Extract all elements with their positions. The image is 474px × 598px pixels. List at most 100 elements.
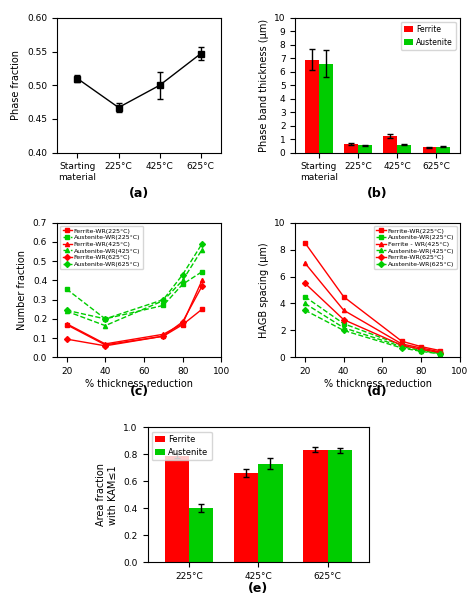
Ferrite-WR(625°C) xyxy=(199,283,205,290)
Austenite-WR(425°C) xyxy=(418,347,424,354)
Bar xyxy=(319,64,333,152)
Austenite-WR(425°C) xyxy=(341,324,346,331)
Austenite-WR(225°C) xyxy=(180,280,185,288)
Ferrite-WR(425°C) xyxy=(160,331,166,338)
Ferrite-WR(625°C) xyxy=(102,342,108,349)
Ferrite-WR(225°C) xyxy=(399,338,405,345)
Legend: Ferrite-WR(225°C), Austenite-WR(225°C), Ferrite-WR(425°C), Austenite-WR(425°C), : Ferrite-WR(225°C), Austenite-WR(225°C), … xyxy=(60,226,143,269)
Bar xyxy=(165,456,189,562)
Ferrite-WR(625°C) xyxy=(160,332,166,340)
Bar xyxy=(189,508,213,562)
Austenite-WR(225°C) xyxy=(302,293,308,300)
Austenite-WR(225°C) xyxy=(438,350,443,357)
Legend: Ferrite, Austenite: Ferrite, Austenite xyxy=(152,432,212,460)
Austenite-WR(225°C) xyxy=(418,346,424,353)
Ferrite-WR(625°C) xyxy=(64,335,69,343)
Ferrite - WR(425°C) xyxy=(418,344,424,352)
Austenite-WR(425°C) xyxy=(199,246,205,253)
Austenite-WR(625°C) xyxy=(180,271,185,278)
Y-axis label: Number fraction: Number fraction xyxy=(17,250,27,330)
Line: Ferrite-WR(625°C): Ferrite-WR(625°C) xyxy=(303,281,443,355)
Ferrite-WR(225°C) xyxy=(199,306,205,313)
Austenite-WR(625°C) xyxy=(399,344,405,352)
Austenite-WR(625°C) xyxy=(160,296,166,303)
Ferrite-WR(425°C) xyxy=(180,320,185,327)
Austenite-WR(625°C) xyxy=(438,350,443,358)
Ferrite-WR(425°C) xyxy=(102,340,108,347)
Austenite-WR(625°C) xyxy=(302,307,308,314)
Bar xyxy=(436,147,450,152)
Austenite-WR(625°C) xyxy=(102,315,108,322)
Austenite-WR(425°C) xyxy=(302,300,308,307)
Line: Ferrite-WR(425°C): Ferrite-WR(425°C) xyxy=(64,278,204,346)
X-axis label: % thickness reduction: % thickness reduction xyxy=(85,379,193,389)
Austenite-WR(425°C) xyxy=(438,350,443,357)
Line: Ferrite-WR(625°C): Ferrite-WR(625°C) xyxy=(64,284,204,348)
Austenite-WR(625°C) xyxy=(418,347,424,355)
Line: Ferrite - WR(425°C): Ferrite - WR(425°C) xyxy=(303,261,443,354)
Ferrite - WR(425°C) xyxy=(302,260,308,267)
Ferrite-WR(225°C) xyxy=(102,341,108,349)
Legend: Ferrite, Austenite: Ferrite, Austenite xyxy=(401,22,456,50)
Austenite-WR(425°C) xyxy=(160,297,166,304)
Y-axis label: Phase fraction: Phase fraction xyxy=(11,50,21,120)
Ferrite-WR(425°C) xyxy=(64,320,69,327)
Austenite-WR(425°C) xyxy=(64,307,69,315)
Ferrite - WR(425°C) xyxy=(438,349,443,356)
Ferrite-WR(625°C) xyxy=(341,316,346,324)
Austenite-WR(625°C) xyxy=(199,240,205,248)
Ferrite-WR(425°C) xyxy=(199,277,205,284)
Legend: Ferrite-WR(225°C), Austenite-WR(225°C), Ferrite - WR(425°C), Austenite-WR(425°C): Ferrite-WR(225°C), Austenite-WR(225°C), … xyxy=(374,226,456,269)
Bar xyxy=(234,472,258,562)
Ferrite - WR(425°C) xyxy=(399,340,405,347)
Line: Austenite-WR(425°C): Austenite-WR(425°C) xyxy=(303,301,443,356)
Text: (e): (e) xyxy=(248,582,268,595)
Ferrite-WR(225°C) xyxy=(302,239,308,246)
Ferrite - WR(425°C) xyxy=(341,307,346,314)
Bar xyxy=(344,144,358,152)
Austenite-WR(225°C) xyxy=(399,341,405,349)
Bar xyxy=(258,464,283,562)
Austenite-WR(425°C) xyxy=(102,322,108,329)
Austenite-WR(225°C) xyxy=(102,315,108,322)
Line: Austenite-WR(625°C): Austenite-WR(625°C) xyxy=(303,308,443,356)
X-axis label: (a): (a) xyxy=(129,187,149,200)
Ferrite-WR(225°C) xyxy=(64,321,69,328)
Ferrite-WR(625°C) xyxy=(399,341,405,349)
Austenite-WR(625°C) xyxy=(341,327,346,334)
X-axis label: (b): (b) xyxy=(367,187,388,200)
Y-axis label: Phase band thickness (μm): Phase band thickness (μm) xyxy=(258,19,269,152)
Austenite-WR(225°C) xyxy=(64,285,69,292)
Y-axis label: Area fraction
with KAM≤1: Area fraction with KAM≤1 xyxy=(96,463,118,526)
Ferrite-WR(225°C) xyxy=(160,332,166,340)
Austenite-WR(625°C) xyxy=(64,307,69,314)
Bar xyxy=(328,450,352,562)
Y-axis label: HAGB spacing (μm): HAGB spacing (μm) xyxy=(258,242,269,338)
Text: (d): (d) xyxy=(367,385,388,398)
Ferrite-WR(225°C) xyxy=(418,343,424,350)
Line: Ferrite-WR(225°C): Ferrite-WR(225°C) xyxy=(64,307,204,347)
Ferrite-WR(625°C) xyxy=(180,318,185,325)
Austenite-WR(225°C) xyxy=(199,268,205,275)
Bar xyxy=(397,145,411,152)
Ferrite-WR(225°C) xyxy=(341,293,346,300)
X-axis label: % thickness reduction: % thickness reduction xyxy=(324,379,431,389)
Ferrite-WR(625°C) xyxy=(302,280,308,287)
Bar xyxy=(358,145,372,152)
Bar xyxy=(383,136,397,152)
Line: Ferrite-WR(225°C): Ferrite-WR(225°C) xyxy=(303,241,443,353)
Austenite-WR(225°C) xyxy=(160,302,166,309)
Bar xyxy=(305,60,319,152)
Ferrite-WR(625°C) xyxy=(438,349,443,356)
Austenite-WR(225°C) xyxy=(341,320,346,327)
Line: Austenite-WR(625°C): Austenite-WR(625°C) xyxy=(64,242,204,321)
Ferrite-WR(625°C) xyxy=(418,346,424,353)
Bar xyxy=(303,450,328,562)
Ferrite-WR(225°C) xyxy=(438,347,443,354)
Text: (c): (c) xyxy=(129,385,149,398)
Line: Austenite-WR(225°C): Austenite-WR(225°C) xyxy=(303,295,443,355)
Bar xyxy=(423,147,436,152)
Austenite-WR(425°C) xyxy=(399,343,405,350)
Austenite-WR(425°C) xyxy=(180,277,185,284)
Line: Austenite-WR(225°C): Austenite-WR(225°C) xyxy=(64,270,204,321)
